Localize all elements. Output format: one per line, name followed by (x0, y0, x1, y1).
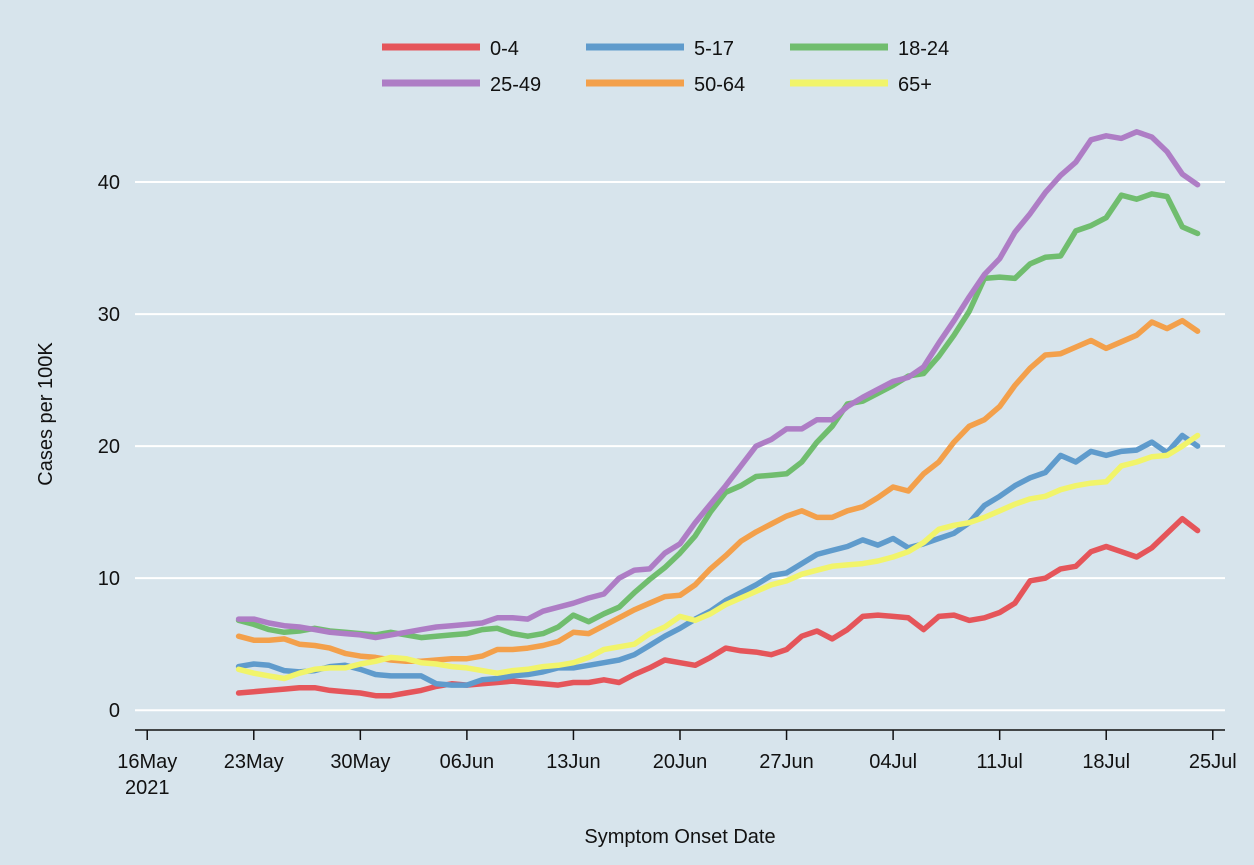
x-tick-label: 13Jun (546, 751, 601, 773)
legend-label: 18-24 (898, 38, 949, 60)
x-tick-label: 16May 2021 (117, 751, 177, 799)
y-tick-label: 40 (98, 172, 120, 194)
x-tick-label: 25Jul (1189, 751, 1237, 773)
legend-label: 5-17 (694, 38, 734, 60)
series-line (235, 515, 1201, 699)
x-tick-label-line: 30May (330, 751, 390, 773)
y-axis-label: Cases per 100K (35, 342, 57, 486)
x-axis-label: Symptom Onset Date (584, 826, 775, 848)
x-tick-label-line: 18Jul (1082, 751, 1130, 773)
x-tick-label: 27Jun (759, 751, 814, 773)
x-tick-label: 20Jun (653, 751, 708, 773)
x-tick-label-line: 13Jun (546, 751, 601, 773)
x-tick-label: 18Jul (1082, 751, 1130, 773)
x-tick-label-line: 23May (224, 751, 284, 773)
series-line (235, 432, 1201, 688)
x-tick-label-line: 20Jun (653, 751, 708, 773)
x-tick-label: 30May (330, 751, 390, 773)
x-tick-label: 23May (224, 751, 284, 773)
legend-label: 0-4 (490, 38, 519, 60)
x-tick-label-line: 16May (117, 751, 177, 773)
x-tick-label-line: 04Jul (869, 751, 917, 773)
x-tick-label: 04Jul (869, 751, 917, 773)
legend-label: 50-64 (694, 74, 745, 96)
y-tick-label: 10 (98, 568, 120, 590)
y-tick-label: 20 (98, 436, 120, 458)
series-line (235, 129, 1201, 641)
legend-label: 65+ (898, 74, 932, 96)
legend-label: 25-49 (490, 74, 541, 96)
x-tick-label-line: 11Jul (977, 751, 1023, 773)
x-tick-label: 06Jun (440, 751, 495, 773)
x-tick-label-line: 2021 (125, 777, 170, 799)
y-tick-label: 30 (98, 304, 120, 326)
x-tick-label: 11Jul (977, 751, 1023, 773)
x-tick-label-line: 06Jun (440, 751, 495, 773)
y-tick-label: 0 (109, 700, 120, 722)
x-tick-label-line: 25Jul (1189, 751, 1237, 773)
series-line (235, 432, 1201, 682)
x-tick-label-line: 27Jun (759, 751, 814, 773)
